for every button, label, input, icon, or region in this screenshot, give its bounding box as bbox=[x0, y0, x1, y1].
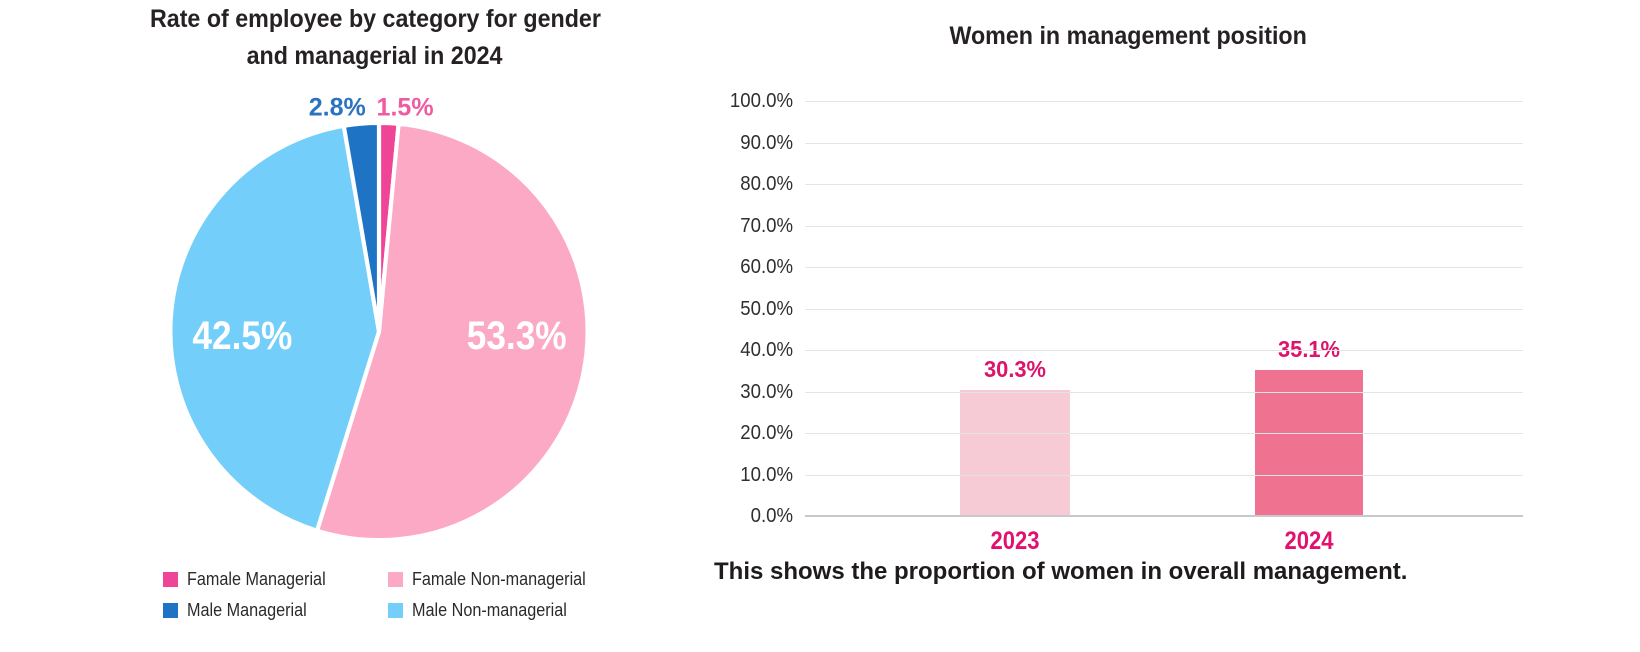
bar-value-label-2024: 35.1% bbox=[1278, 336, 1340, 363]
y-axis: 100.0% 90.0% 80.0% 70.0% 60.0% 50.0% 40.0% 30.0… bbox=[690, 90, 793, 527]
x-axis-label-2023: 2023 bbox=[990, 527, 1040, 555]
pie-value-label-male-non-managerial: 42.5% bbox=[192, 313, 292, 358]
y-axis-tick-label: 100.0% bbox=[729, 90, 793, 112]
gridline bbox=[805, 101, 1523, 102]
y-axis-tick-label: 10.0% bbox=[740, 463, 793, 486]
legend-swatch-famale-non-managerial bbox=[388, 572, 403, 587]
pie-value-label-famale-managerial: 1.5% bbox=[377, 94, 434, 122]
bar-group-2024: 35.1% 2024 bbox=[1255, 101, 1363, 555]
y-axis-tick-label: 20.0% bbox=[740, 422, 793, 444]
legend-item-male-non-managerial: Male Non-managerial bbox=[388, 595, 619, 626]
bar-2023 bbox=[960, 390, 1070, 516]
legend-swatch-male-non-managerial bbox=[388, 603, 403, 618]
legend-item-famale-non-managerial: Famale Non-managerial bbox=[388, 564, 619, 595]
legend-label-famale-non-managerial: Famale Non-managerial bbox=[412, 569, 586, 589]
y-axis-tick-label: 30.0% bbox=[740, 380, 793, 403]
gridline bbox=[805, 184, 1523, 185]
y-axis-tick-label: 40.0% bbox=[740, 339, 793, 361]
bar-value-label-2023: 30.3% bbox=[984, 356, 1046, 383]
gridline bbox=[805, 308, 1523, 310]
gridline bbox=[805, 225, 1523, 227]
bar-2024 bbox=[1255, 370, 1363, 516]
pie-slice-male-non-managerial bbox=[168, 123, 382, 533]
x-axis-label-2024: 2024 bbox=[1284, 527, 1334, 555]
pie-value-label-famale-non-managerial: 53.3% bbox=[467, 313, 567, 358]
gridline bbox=[805, 391, 1523, 393]
y-axis-tick-label: 50.0% bbox=[740, 297, 793, 320]
pie-chart-title-line2: and managerial in 2024 bbox=[247, 42, 503, 70]
legend-swatch-male-managerial bbox=[163, 603, 178, 618]
gridline bbox=[805, 474, 1523, 476]
pie-chart-title-line1: Rate of employee by category for gender bbox=[149, 5, 601, 33]
y-axis-tick-label: 70.0% bbox=[740, 214, 793, 237]
gridline bbox=[805, 267, 1523, 268]
legend-item-male-managerial: Male Managerial bbox=[163, 595, 388, 626]
legend-label-male-managerial: Male Managerial bbox=[187, 600, 307, 620]
y-axis-tick-label: 90.0% bbox=[740, 131, 793, 154]
x-axis-line bbox=[805, 515, 1523, 517]
bar-chart-title: Women in management position bbox=[738, 20, 1518, 52]
y-axis-tick-label: 80.0% bbox=[740, 173, 793, 195]
y-axis-tick-label: 60.0% bbox=[740, 256, 793, 278]
y-axis-tick-label: 0.0% bbox=[750, 505, 793, 527]
bar-group-2023: 30.3% 2023 bbox=[960, 101, 1070, 555]
legend-item-famale-managerial: Famale Managerial bbox=[163, 564, 388, 595]
legend-label-male-non-managerial: Male Non-managerial bbox=[412, 600, 567, 620]
pie-value-label-male-managerial: 2.8% bbox=[309, 94, 366, 122]
pie-slice-male-managerial bbox=[341, 120, 382, 334]
bar-chart-plot-area: 30.3% 2023 35.1% 2024 bbox=[805, 101, 1523, 555]
gridline bbox=[805, 350, 1523, 351]
legend-label-famale-managerial: Famale Managerial bbox=[187, 569, 326, 589]
bar-chart-title-text: Women in management position bbox=[949, 22, 1307, 50]
legend-swatch-famale-managerial bbox=[163, 572, 178, 587]
bar-chart-caption: This shows the proportion of women in ov… bbox=[714, 558, 1408, 585]
gridline bbox=[805, 142, 1523, 144]
pie-chart: 2.8% 1.5% 53.3% 42.5% bbox=[168, 94, 590, 543]
pie-legend: Famale Managerial Famale Non-managerial … bbox=[139, 564, 619, 626]
pie-chart-title: Rate of employee by category for gender … bbox=[130, 1, 620, 75]
pie-slice-famale-non-managerial bbox=[314, 121, 590, 543]
gridline bbox=[805, 433, 1523, 434]
